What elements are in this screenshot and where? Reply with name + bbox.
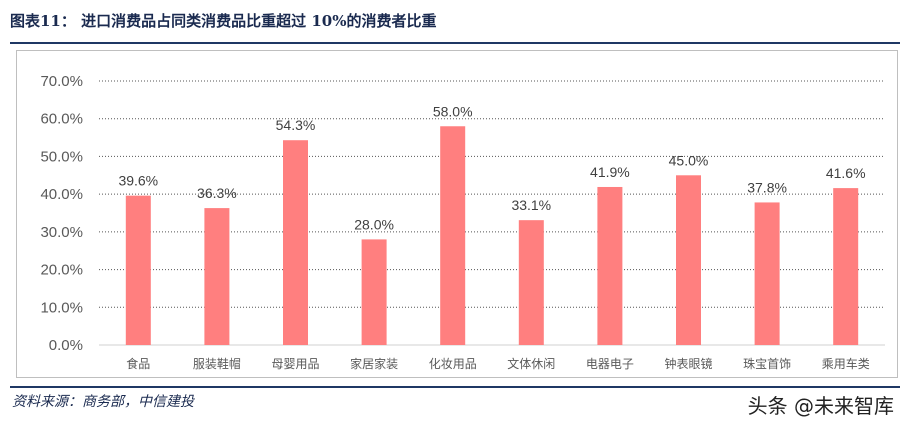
y-tick-label: 70.0%	[40, 73, 83, 90]
bar	[676, 175, 701, 345]
data-label: 36.3%	[197, 185, 237, 201]
bar	[518, 220, 544, 345]
y-tick-label: 40.0%	[40, 186, 83, 203]
source-note: 资料来源：商务部，中信建投	[12, 394, 194, 410]
x-tick-label: 电器电子	[586, 357, 634, 371]
y-tick-label: 60.0%	[40, 111, 83, 128]
y-tick-label: 0.0%	[49, 337, 83, 354]
y-tick-label: 30.0%	[40, 224, 83, 241]
bar	[754, 202, 780, 345]
data-label: 28.0%	[354, 216, 394, 232]
x-tick-label: 化妆用品	[429, 357, 477, 371]
data-label: 45.0%	[669, 152, 709, 168]
bar-chart: 0.0% 10.0% 20.0% 30.0% 40.0% 50.0% 60.0% 70.0% 3…	[40, 73, 885, 371]
x-tick-label: 家居家装	[350, 356, 398, 371]
bar	[440, 126, 466, 345]
bar	[283, 140, 308, 345]
figure-title: 图表11： 进口消费品占同类消费品比重超过 10%的消费者比重	[10, 12, 437, 30]
chart-panel: 0.0% 10.0% 20.0% 30.0% 40.0% 50.0% 60.0% 70.0% 3…	[16, 50, 898, 378]
y-tick-label: 50.0%	[40, 148, 83, 165]
watermark: 头条 @未来智库	[747, 394, 894, 418]
data-label: 54.3%	[276, 117, 316, 133]
x-tick-label: 食品	[126, 356, 150, 371]
data-label: 39.6%	[118, 173, 158, 189]
y-tick-label: 10.0%	[40, 299, 83, 316]
data-label: 58.0%	[433, 103, 473, 119]
x-tick-label: 珠宝首饰	[743, 357, 791, 371]
data-label: 37.8%	[747, 179, 787, 195]
title-rule	[10, 42, 900, 44]
y-tick-label: 20.0%	[40, 262, 83, 279]
x-tick-label: 文体休闲	[507, 356, 555, 371]
data-label: 41.9%	[590, 164, 630, 180]
bar	[833, 188, 859, 345]
bar	[125, 195, 151, 345]
bottom-rule	[10, 386, 900, 388]
x-tick-label: 服装鞋帽	[193, 356, 241, 371]
bar	[597, 186, 623, 345]
bar	[361, 239, 387, 345]
x-tick-label: 乘用车类	[822, 356, 870, 371]
bar	[204, 208, 230, 345]
x-tick-label: 母婴用品	[271, 357, 319, 371]
x-tick-label: 钟表眼镜	[664, 356, 712, 371]
data-label: 33.1%	[511, 197, 551, 213]
data-label: 41.6%	[826, 165, 866, 181]
